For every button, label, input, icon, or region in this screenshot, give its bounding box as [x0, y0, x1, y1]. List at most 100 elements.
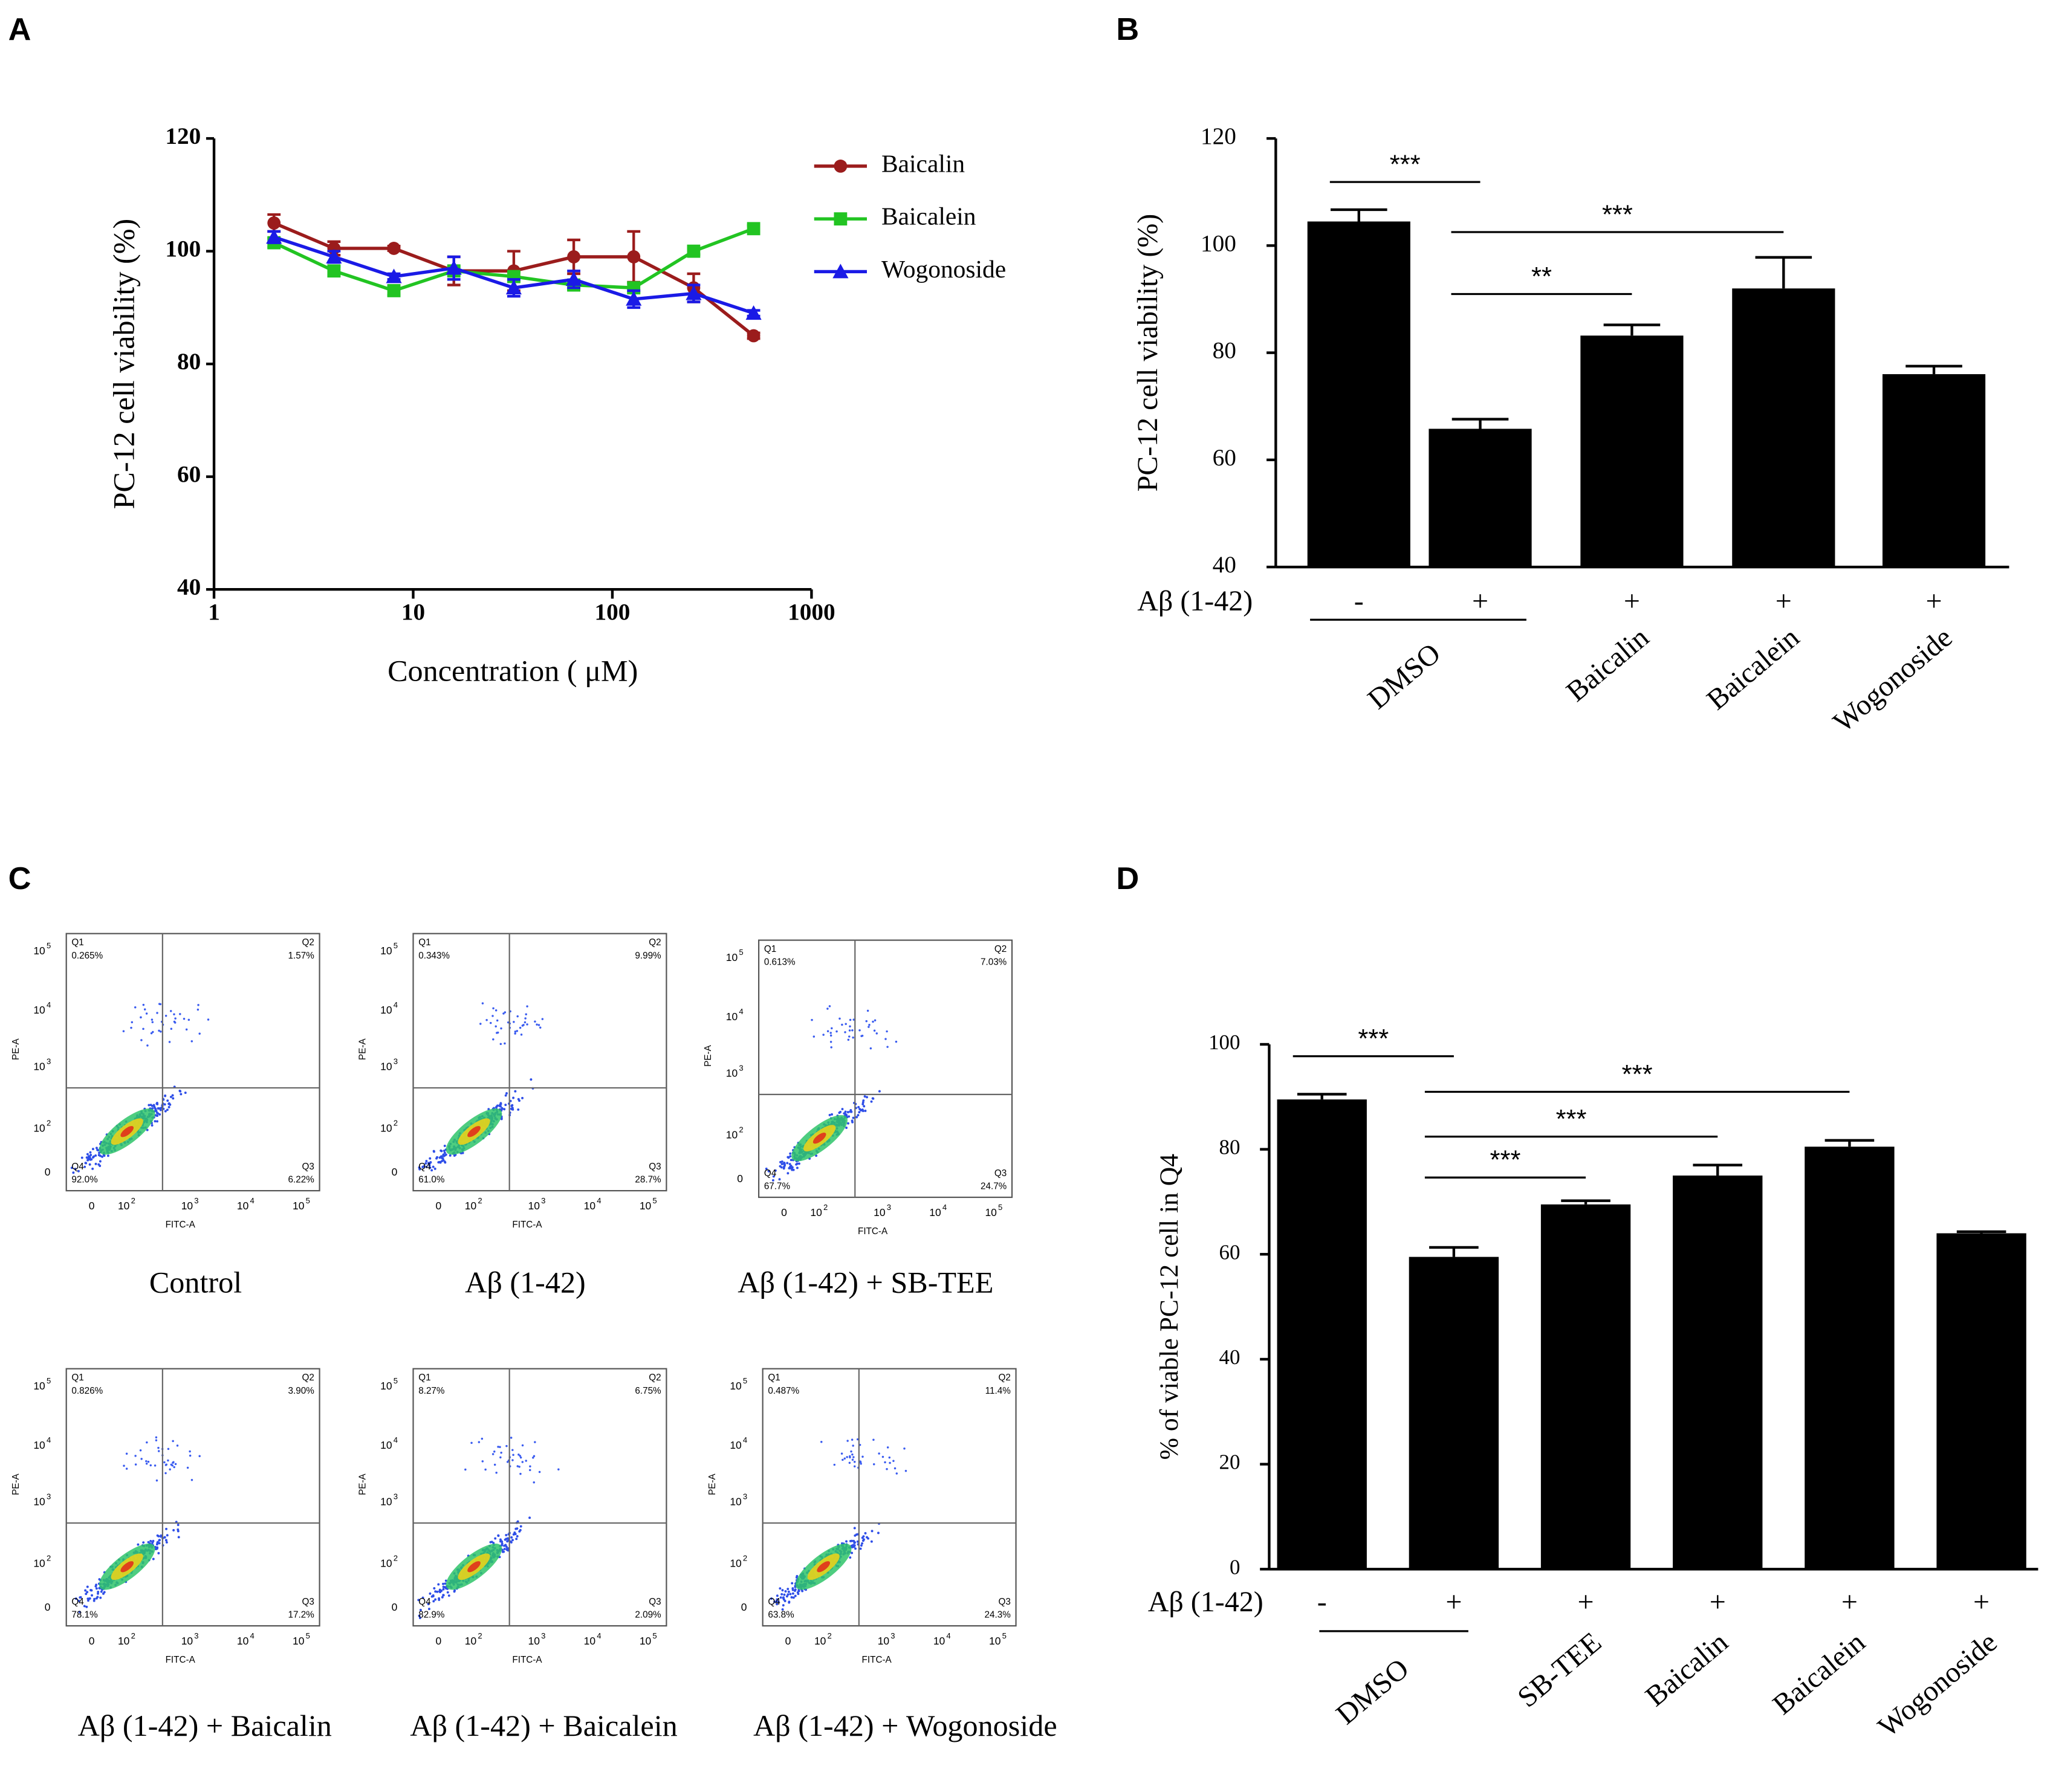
event-dot — [791, 1168, 794, 1171]
event-dot — [537, 1024, 540, 1026]
event-dot — [164, 1094, 167, 1097]
x-tick-exponent: 5 — [652, 1196, 657, 1205]
x-tick-label: 10 — [401, 600, 425, 626]
event-dot — [479, 1023, 482, 1025]
event-dot — [796, 1591, 799, 1594]
quadrant-label: Q2 — [302, 1373, 314, 1383]
event-dot — [443, 1151, 446, 1154]
event-dot — [781, 1589, 784, 1592]
y-tick-exponent: 3 — [739, 1064, 743, 1073]
y-tick-label: 100 — [1201, 230, 1236, 256]
event-dot — [794, 1594, 797, 1597]
event-dot — [103, 1154, 106, 1157]
y-tick-label: 80 — [1213, 338, 1236, 364]
event-dot — [151, 1021, 154, 1023]
event-dot — [93, 1597, 96, 1600]
event-dot — [85, 1162, 88, 1165]
event-dot — [852, 1444, 854, 1447]
bar — [1732, 288, 1835, 568]
event-dot — [140, 1458, 143, 1460]
event-dot — [779, 1596, 782, 1599]
event-dot — [163, 1461, 166, 1464]
treatment-sign: + — [1710, 1586, 1726, 1618]
y-tick-exponent: 4 — [394, 1435, 398, 1444]
event-dot — [146, 1441, 148, 1444]
x-tick-base: 10 — [878, 1635, 890, 1647]
event-dot — [96, 1148, 99, 1151]
event-dot — [419, 1608, 422, 1611]
y-tick-exponent: 3 — [394, 1492, 398, 1501]
event-dot — [434, 1590, 437, 1593]
marker — [326, 248, 342, 264]
event-dot — [424, 1162, 427, 1165]
quadrant-label: Q4 — [764, 1168, 777, 1179]
event-dot — [526, 1005, 528, 1008]
y-axis-label: PE-A — [358, 1038, 368, 1060]
event-dot — [851, 1551, 854, 1554]
event-dot — [197, 1004, 199, 1006]
quadrant-label: Q4 — [768, 1597, 780, 1607]
y-tick-exponent: 3 — [394, 1057, 398, 1066]
event-dot — [177, 1528, 180, 1531]
quadrant-label: Q1 — [71, 1373, 83, 1383]
x-tick-exponent: 4 — [942, 1203, 947, 1212]
event-dot — [91, 1594, 93, 1597]
event-dot — [432, 1150, 435, 1153]
event-dot — [519, 1525, 522, 1528]
marker — [567, 250, 580, 264]
event-dot — [485, 1019, 488, 1021]
event-dot — [849, 1025, 851, 1028]
x-axis-label: Concentration ( μM) — [388, 653, 638, 687]
event-dot — [854, 1547, 857, 1550]
x-axis-label: FITC-A — [858, 1226, 888, 1237]
y-axis-label: PE-A — [703, 1044, 713, 1066]
event-dot — [870, 1540, 873, 1543]
x-tick-base: 10 — [584, 1200, 596, 1212]
y-axis-label: PE-A — [11, 1473, 21, 1495]
marker — [834, 212, 848, 226]
event-dot — [866, 1096, 868, 1099]
event-dot — [147, 1460, 150, 1463]
event-dot — [860, 1035, 863, 1037]
event-dot — [146, 1128, 149, 1131]
event-dot — [903, 1448, 906, 1450]
bar — [1409, 1257, 1499, 1570]
event-dot — [790, 1596, 793, 1599]
y-tick-exponent: 2 — [739, 1125, 743, 1134]
significance-label: *** — [1622, 1060, 1653, 1089]
quadrant-label: Q3 — [649, 1597, 661, 1607]
treatment-sign: + — [1841, 1586, 1858, 1618]
event-dot — [125, 1467, 128, 1470]
plot-caption: Aβ (1-42) + Baicalein — [410, 1709, 678, 1742]
event-dot — [196, 1008, 199, 1011]
event-dot — [829, 1034, 832, 1037]
event-dot — [154, 1120, 157, 1123]
event-dot — [494, 1537, 497, 1540]
event-dot — [886, 1030, 888, 1033]
y-tick-label: 100 — [165, 236, 201, 262]
x-tick-base: 10 — [237, 1635, 249, 1647]
y-tick-label: 60 — [177, 462, 201, 488]
y-tick-base: 10 — [33, 1380, 45, 1392]
significance-label: *** — [1390, 150, 1421, 179]
event-dot — [189, 1454, 192, 1457]
x-tick-exponent: 4 — [946, 1631, 950, 1640]
event-dot — [541, 1018, 544, 1020]
event-dot — [831, 1113, 834, 1116]
event-dot — [772, 1175, 775, 1178]
event-dot — [516, 1535, 519, 1538]
y-tick-label: 0 — [45, 1166, 51, 1178]
marker — [747, 222, 761, 236]
event-dot — [873, 1029, 876, 1032]
event-dot — [777, 1600, 780, 1603]
event-dot — [464, 1468, 467, 1471]
event-dot — [841, 1108, 844, 1111]
event-dot — [765, 1167, 768, 1170]
event-dot — [878, 1452, 880, 1455]
event-dot — [481, 1437, 484, 1440]
event-dot — [503, 1108, 506, 1111]
event-dot — [870, 1100, 873, 1103]
event-dot — [841, 1023, 843, 1026]
